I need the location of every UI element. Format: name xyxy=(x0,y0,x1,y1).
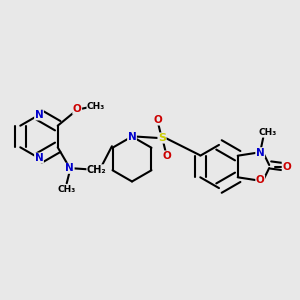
Text: N: N xyxy=(128,131,136,142)
Text: CH₃: CH₃ xyxy=(58,185,76,194)
Text: S: S xyxy=(158,133,166,143)
Text: CH₃: CH₃ xyxy=(259,128,277,137)
Text: CH₃: CH₃ xyxy=(87,102,105,111)
Text: O: O xyxy=(282,161,291,172)
Text: O: O xyxy=(162,151,171,161)
Text: O: O xyxy=(256,175,265,185)
Text: N: N xyxy=(65,163,74,173)
Text: CH₂: CH₂ xyxy=(87,165,106,175)
Text: N: N xyxy=(34,110,43,120)
Text: O: O xyxy=(73,104,82,114)
Text: N: N xyxy=(34,153,43,163)
Text: O: O xyxy=(153,115,162,125)
Text: N: N xyxy=(256,148,265,158)
